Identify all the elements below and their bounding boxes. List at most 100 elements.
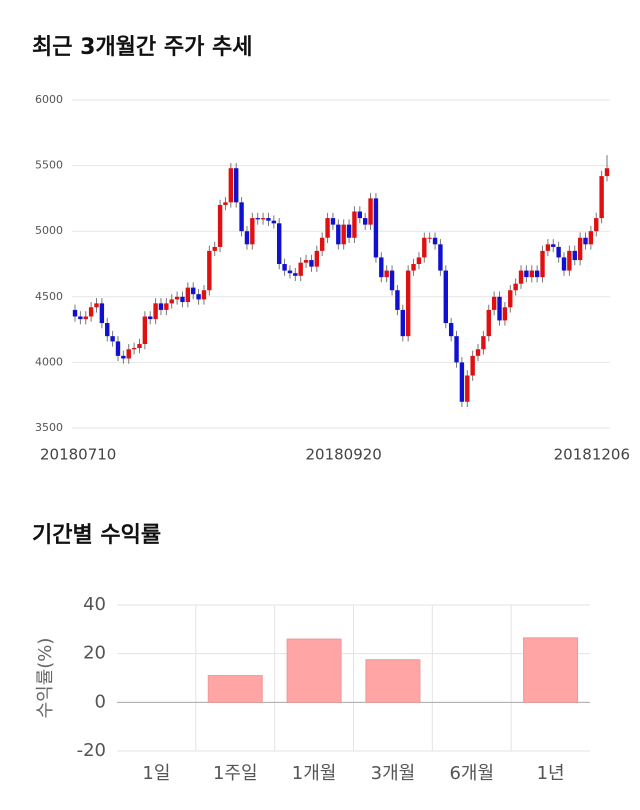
x-tick-label: 6개월 <box>449 763 494 784</box>
candle-body <box>105 323 110 337</box>
candle-body <box>126 349 131 359</box>
bar <box>286 638 342 703</box>
candle-body <box>362 218 368 225</box>
candle-body <box>518 270 524 284</box>
candle-body <box>604 168 610 177</box>
candle-body <box>115 341 121 356</box>
candle-body <box>191 287 196 295</box>
candle-body <box>389 270 395 291</box>
candle-body <box>277 223 282 264</box>
candle-body <box>319 237 325 251</box>
y-tick-label: 0 <box>95 691 106 712</box>
candle-body <box>228 168 234 203</box>
candle-body <box>83 316 88 320</box>
candle-body <box>529 270 534 278</box>
candle-body <box>594 218 599 232</box>
candle-body <box>400 309 405 337</box>
candle-body <box>422 237 427 258</box>
candle-body <box>481 336 486 350</box>
candle-body <box>577 237 583 261</box>
candle-body <box>475 349 481 356</box>
y-tick-label: 6000 <box>35 93 63 106</box>
candle-body <box>330 218 336 225</box>
x-tick-label: 1주일 <box>213 763 258 784</box>
candle-body <box>448 323 454 337</box>
candle-body <box>545 244 551 251</box>
y-tick-label: 20 <box>83 643 106 664</box>
x-tick-label: 1년 <box>537 763 565 784</box>
candle-body <box>142 316 148 345</box>
candle-body <box>234 168 239 203</box>
candle-body <box>121 355 126 359</box>
bar <box>207 675 263 703</box>
y-tick-label: 3500 <box>35 421 63 434</box>
bar <box>365 659 421 703</box>
candle-body <box>148 316 153 320</box>
candle-body <box>88 307 94 317</box>
candle-body <box>346 224 352 238</box>
candle-body <box>94 303 99 308</box>
candle-body <box>395 290 400 310</box>
y-tick-label: -20 <box>77 740 106 761</box>
candle-body <box>244 231 250 245</box>
candle-body <box>513 283 518 291</box>
candle-body <box>293 273 298 276</box>
candle-body <box>78 316 83 320</box>
candle-body <box>169 299 174 304</box>
candle-body <box>341 224 346 245</box>
candle-body <box>314 250 320 267</box>
candle-body <box>72 309 78 317</box>
y-axis-label: 수익률(%) <box>35 638 56 719</box>
candle-body <box>540 250 545 278</box>
candle-body <box>271 220 277 224</box>
candle-body <box>217 204 223 247</box>
candle-body <box>201 290 207 300</box>
x-tick-label: 20181206 <box>554 446 630 464</box>
candle-body <box>470 355 475 376</box>
y-tick-label: 4000 <box>35 355 63 368</box>
candle-body <box>588 231 594 245</box>
candle-body <box>153 303 158 320</box>
candle-body <box>298 262 303 276</box>
candle-body <box>497 296 502 321</box>
candle-body <box>207 250 212 291</box>
candle-body <box>196 294 201 300</box>
candle-body <box>438 244 443 271</box>
candle-body <box>583 237 588 245</box>
x-tick-label: 20180920 <box>306 446 382 464</box>
y-tick-label: 4500 <box>35 290 63 303</box>
x-tick-label: 20180710 <box>40 446 116 464</box>
candle-body <box>260 218 266 220</box>
candle-body <box>185 287 191 303</box>
candle-body <box>158 303 164 310</box>
candle-body <box>405 270 411 337</box>
candle-body <box>110 336 115 342</box>
candle-body <box>534 270 540 278</box>
candle-body <box>325 218 330 238</box>
candle-body <box>309 260 314 267</box>
candle-body <box>223 202 228 205</box>
candle-body <box>384 270 389 278</box>
candle-body <box>373 198 379 258</box>
candle-body <box>131 347 137 350</box>
candle-body <box>508 290 513 308</box>
candle-body <box>180 296 185 303</box>
candle-body <box>551 244 556 247</box>
bar <box>523 637 579 703</box>
x-tick-label: 1개월 <box>292 763 337 784</box>
candle-body <box>454 336 459 363</box>
candle-body <box>164 303 169 310</box>
candle-body <box>524 270 529 278</box>
chart-title: 기간별 수익률 <box>32 523 161 548</box>
candle-body <box>174 296 180 300</box>
candle-body <box>432 237 438 245</box>
y-tick-label: 5500 <box>35 159 63 172</box>
candle-body <box>137 344 142 348</box>
candle-body <box>556 246 561 258</box>
candle-body <box>561 257 567 271</box>
candle-body <box>239 202 244 232</box>
y-tick-label: 5000 <box>35 224 63 237</box>
candle-body <box>427 237 432 239</box>
x-tick-label: 1일 <box>142 763 170 784</box>
